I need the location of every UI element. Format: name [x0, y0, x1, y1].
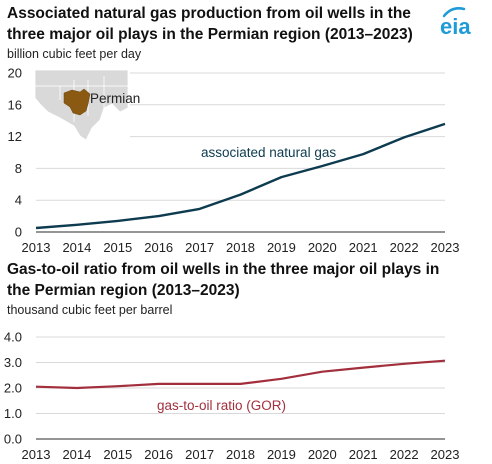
y-tick-label: 8 [15, 161, 22, 176]
x-tick-label: 2017 [185, 240, 214, 255]
x-tick-label: 2016 [144, 240, 173, 255]
x-tick-label: 2018 [226, 240, 255, 255]
y-tick-label: 4 [15, 193, 22, 208]
x-tick-label: 2016 [144, 447, 173, 462]
y-tick-label: 2.0 [4, 381, 22, 396]
x-tick-label: 2018 [226, 447, 255, 462]
x-tick-label: 2023 [431, 240, 460, 255]
grid-lines [36, 336, 445, 440]
x-tick-label: 2019 [267, 447, 296, 462]
y-tick-label: 1.0 [4, 406, 22, 421]
x-tick-label: 2015 [103, 447, 132, 462]
x-tick-label: 2013 [22, 447, 51, 462]
chart-title-gas-production: Associated natural gas production from o… [7, 5, 413, 43]
x-tick-labels: 2013 2014 2015 2016 2017 2018 2019 2020 2021 2022… [22, 240, 460, 255]
y-tick-label: 0 [15, 225, 22, 240]
x-tick-label: 2017 [185, 447, 214, 462]
x-tick-label: 2020 [308, 447, 337, 462]
y-tick-label: 16 [8, 97, 22, 112]
eia-logo-icon: eia [440, 7, 471, 38]
series-line-gor [35, 359, 446, 390]
x-tick-label: 2013 [22, 240, 51, 255]
x-tick-label: 2022 [390, 240, 419, 255]
x-tick-label: 2022 [390, 447, 419, 462]
y-tick-labels: 0 4 8 12 16 20 [8, 66, 22, 240]
x-tick-label: 2021 [349, 447, 378, 462]
x-tick-label: 2019 [267, 240, 296, 255]
x-tick-label: 2014 [62, 240, 91, 255]
series-line-associated-gas [35, 122, 446, 230]
x-tick-labels: 2013 2014 2015 2016 2017 2018 2019 2020 2021 2022… [22, 447, 460, 462]
y-axis-unit-label-gas: billion cubic feet per day [7, 47, 142, 61]
y-tick-label: 12 [8, 129, 22, 144]
y-axis-unit-label-gor: thousand cubic feet per barrel [7, 303, 173, 317]
x-tick-label: 2023 [431, 447, 460, 462]
logo-text: eia [440, 14, 471, 38]
chart-title-gor: Gas-to-oil ratio from oil wells in the t… [7, 261, 440, 299]
series-label-gor: gas-to-oil ratio (GOR) [157, 398, 286, 413]
x-tick-label: 2015 [103, 240, 132, 255]
series-label-associated-gas: associated natural gas [201, 145, 336, 160]
y-tick-label: 3.0 [4, 355, 22, 370]
y-tick-labels: 0.0 1.0 2.0 3.0 4.0 [4, 330, 22, 447]
y-tick-label: 0.0 [4, 432, 22, 447]
y-tick-label: 4.0 [4, 330, 22, 345]
x-tick-label: 2020 [308, 240, 337, 255]
x-tick-label: 2014 [62, 447, 91, 462]
permian-label: Permian [90, 91, 140, 106]
y-tick-label: 20 [8, 66, 22, 81]
permian-inset-map: Permian [34, 68, 140, 141]
x-tick-label: 2021 [349, 240, 378, 255]
